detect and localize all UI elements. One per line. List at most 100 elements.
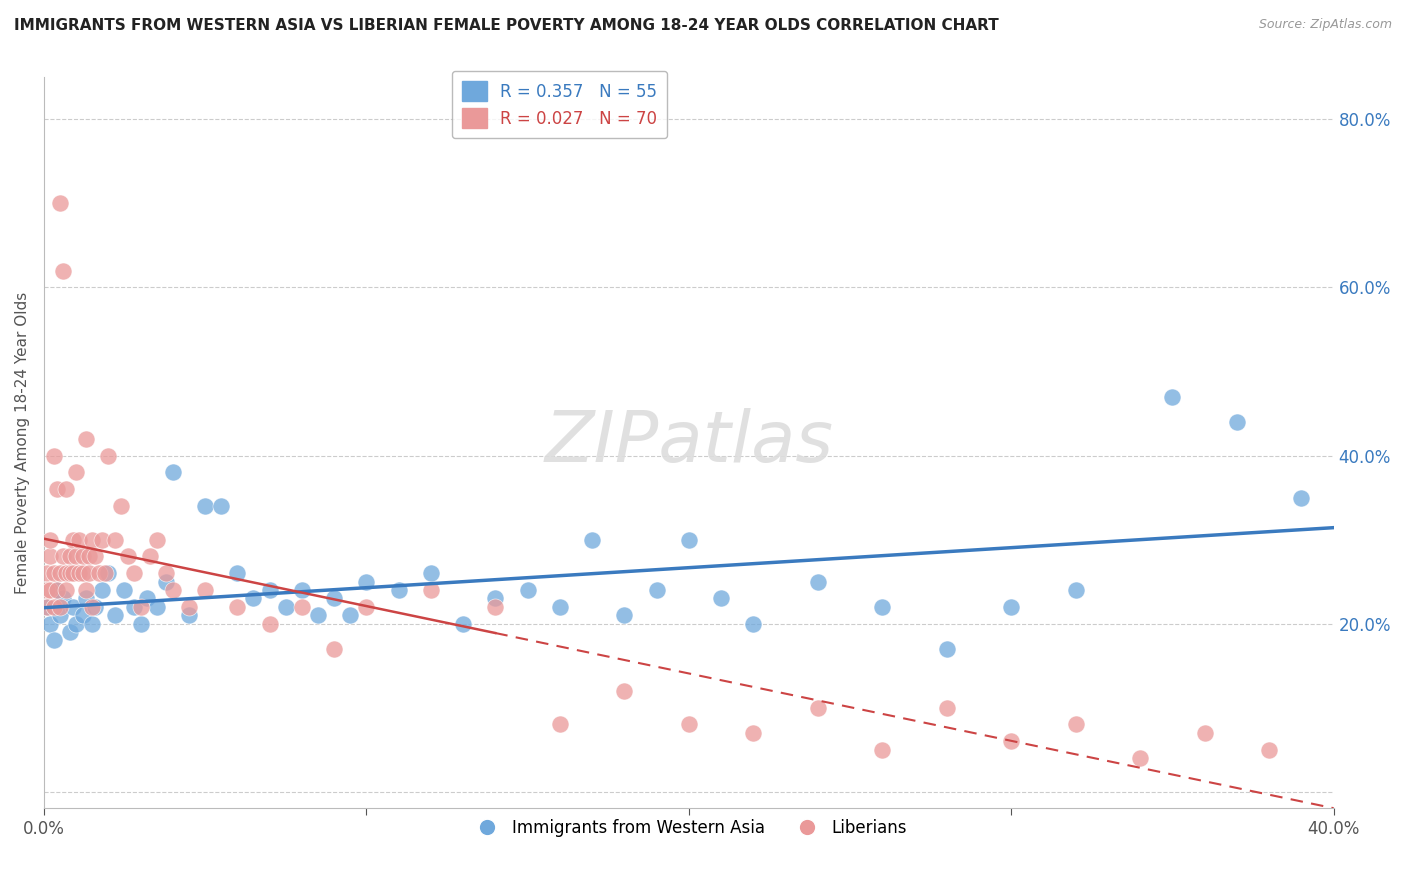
Point — [129, 616, 152, 631]
Point — [62, 533, 84, 547]
Point — [84, 599, 107, 614]
Point — [37, 599, 59, 614]
Point — [62, 599, 84, 614]
Point — [94, 566, 117, 581]
Point — [339, 608, 361, 623]
Point — [97, 449, 120, 463]
Point — [194, 499, 217, 513]
Point — [42, 566, 65, 581]
Point — [162, 466, 184, 480]
Point — [77, 566, 100, 581]
Point — [259, 582, 281, 597]
Point — [52, 591, 75, 606]
Point — [935, 641, 957, 656]
Point — [75, 432, 97, 446]
Point — [1194, 726, 1216, 740]
Point — [87, 566, 110, 581]
Point — [42, 599, 65, 614]
Point — [82, 616, 104, 631]
Point — [1258, 742, 1281, 756]
Point — [97, 566, 120, 581]
Point — [645, 582, 668, 597]
Point — [104, 533, 127, 547]
Point — [39, 549, 62, 564]
Point — [291, 599, 314, 614]
Point — [49, 196, 72, 211]
Point — [65, 549, 87, 564]
Point — [37, 599, 59, 614]
Point — [291, 582, 314, 597]
Point — [117, 549, 139, 564]
Point — [82, 599, 104, 614]
Point — [82, 533, 104, 547]
Point — [75, 582, 97, 597]
Point — [37, 582, 59, 597]
Point — [72, 566, 94, 581]
Point — [194, 582, 217, 597]
Point — [52, 263, 75, 277]
Point — [870, 599, 893, 614]
Point — [90, 533, 112, 547]
Text: ZIPatlas: ZIPatlas — [544, 409, 834, 477]
Point — [67, 533, 90, 547]
Point — [1226, 415, 1249, 429]
Point — [45, 482, 67, 496]
Text: IMMIGRANTS FROM WESTERN ASIA VS LIBERIAN FEMALE POVERTY AMONG 18-24 YEAR OLDS CO: IMMIGRANTS FROM WESTERN ASIA VS LIBERIAN… — [14, 18, 998, 33]
Point — [678, 533, 700, 547]
Point — [274, 599, 297, 614]
Point — [67, 566, 90, 581]
Point — [516, 582, 538, 597]
Point — [139, 549, 162, 564]
Point — [356, 599, 378, 614]
Point — [59, 549, 82, 564]
Point — [65, 466, 87, 480]
Point — [39, 616, 62, 631]
Point — [209, 499, 232, 513]
Point — [807, 700, 830, 714]
Point — [484, 599, 506, 614]
Point — [55, 482, 77, 496]
Point — [259, 616, 281, 631]
Point — [307, 608, 329, 623]
Point — [1161, 390, 1184, 404]
Point — [1064, 582, 1087, 597]
Point — [122, 566, 145, 581]
Point — [42, 449, 65, 463]
Y-axis label: Female Poverty Among 18-24 Year Olds: Female Poverty Among 18-24 Year Olds — [15, 292, 30, 594]
Point — [742, 616, 765, 631]
Point — [548, 599, 571, 614]
Point — [226, 599, 249, 614]
Point — [162, 582, 184, 597]
Point — [935, 700, 957, 714]
Legend: Immigrants from Western Asia, Liberians: Immigrants from Western Asia, Liberians — [464, 813, 914, 844]
Point — [1000, 734, 1022, 748]
Point — [37, 566, 59, 581]
Point — [90, 582, 112, 597]
Point — [49, 599, 72, 614]
Point — [870, 742, 893, 756]
Point — [104, 608, 127, 623]
Point — [45, 582, 67, 597]
Point — [581, 533, 603, 547]
Point — [323, 591, 346, 606]
Point — [72, 549, 94, 564]
Point — [114, 582, 136, 597]
Point — [145, 599, 167, 614]
Point — [226, 566, 249, 581]
Point — [122, 599, 145, 614]
Point — [49, 608, 72, 623]
Point — [65, 616, 87, 631]
Point — [742, 726, 765, 740]
Point — [136, 591, 159, 606]
Point — [55, 582, 77, 597]
Point — [39, 582, 62, 597]
Point — [1291, 491, 1313, 505]
Point — [419, 566, 441, 581]
Point — [110, 499, 132, 513]
Point — [42, 633, 65, 648]
Point — [242, 591, 264, 606]
Text: Source: ZipAtlas.com: Source: ZipAtlas.com — [1258, 18, 1392, 31]
Point — [52, 549, 75, 564]
Point — [59, 625, 82, 640]
Point — [710, 591, 733, 606]
